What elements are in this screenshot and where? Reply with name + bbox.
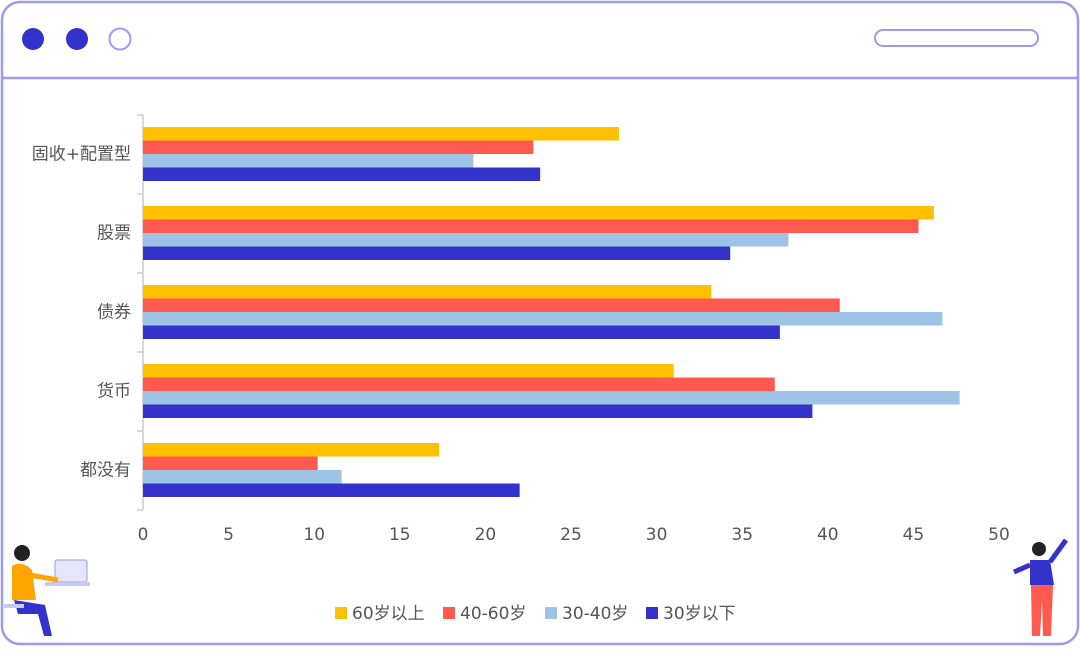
bar xyxy=(143,404,813,418)
bar xyxy=(143,233,789,247)
legend-swatch xyxy=(443,607,455,619)
window-dot xyxy=(66,28,88,50)
legend-swatch xyxy=(545,607,557,619)
bar xyxy=(143,285,712,299)
y-tick-label: 股票 xyxy=(97,224,131,244)
bar xyxy=(143,140,534,154)
bar xyxy=(143,154,474,168)
x-tick-label: 45 xyxy=(903,525,925,545)
x-tick-label: 5 xyxy=(223,525,234,545)
legend-swatch xyxy=(335,607,347,619)
y-tick-label: 都没有 xyxy=(80,461,131,481)
legend-label: 30-40岁 xyxy=(562,604,628,624)
illustration-left xyxy=(4,545,90,636)
bar xyxy=(143,456,318,470)
y-tick-label: 固收+配置型 xyxy=(32,145,131,165)
y-tick-label: 货币 xyxy=(97,382,131,402)
x-tick-label: 20 xyxy=(475,525,497,545)
bar xyxy=(143,167,541,181)
x-tick-label: 50 xyxy=(988,525,1010,545)
bar xyxy=(143,219,919,233)
bar xyxy=(143,206,934,220)
legend-label: 30岁以下 xyxy=(663,604,736,624)
bar xyxy=(143,127,619,141)
x-tick-label: 40 xyxy=(817,525,839,545)
window-dot xyxy=(108,27,132,51)
bar xyxy=(143,443,440,457)
legend-swatch xyxy=(646,607,658,619)
x-tick-label: 25 xyxy=(560,525,582,545)
illustration-right xyxy=(1012,538,1069,636)
legend-label: 40-60岁 xyxy=(460,604,526,624)
bar xyxy=(143,470,342,484)
bar xyxy=(143,298,840,312)
x-tick-label: 30 xyxy=(646,525,668,545)
x-tick-label: 10 xyxy=(303,525,325,545)
search-pill xyxy=(874,29,1039,47)
x-tick-label: 0 xyxy=(138,525,149,545)
y-tick-label: 债券 xyxy=(97,303,131,323)
x-tick-label: 15 xyxy=(389,525,411,545)
x-tick-label: 35 xyxy=(731,525,753,545)
bar xyxy=(143,312,943,326)
legend-label: 60岁以上 xyxy=(352,604,425,624)
bar xyxy=(143,483,520,497)
bar xyxy=(143,391,960,405)
bar xyxy=(143,377,775,391)
window-dot xyxy=(22,28,44,50)
bar xyxy=(143,246,731,260)
bar xyxy=(143,325,780,339)
bar xyxy=(143,364,674,378)
